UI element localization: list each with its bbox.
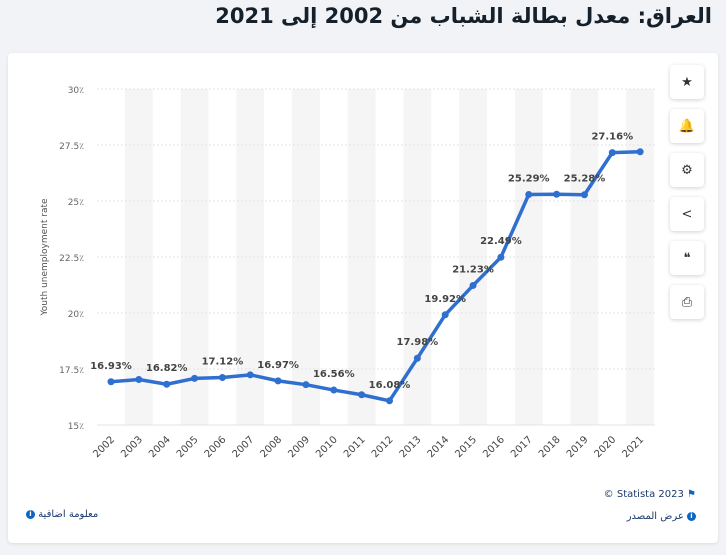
x-tick-label: 2008 (258, 434, 284, 460)
data-point (413, 354, 421, 362)
gear-icon: ⚙ (681, 162, 693, 178)
bell-button[interactable]: 🔔 (670, 109, 704, 143)
data-label: 16.82% (146, 363, 188, 374)
x-tick-label: 2002 (91, 434, 117, 460)
data-point (218, 374, 226, 382)
x-tick-label: 2021 (620, 434, 646, 460)
y-tick-label: 17.5٪ (59, 366, 84, 376)
x-tick-label: 2004 (147, 434, 173, 460)
data-point (302, 381, 310, 389)
data-point (469, 281, 477, 289)
x-tick-label: 2014 (426, 434, 452, 460)
x-tick-label: 2006 (203, 434, 229, 460)
bell-icon: 🔔 (678, 118, 696, 134)
data-point (636, 148, 644, 156)
data-point (135, 376, 143, 384)
x-tick-label: 2012 (370, 434, 396, 460)
star-icon: ★ (681, 74, 693, 90)
y-tick-label: 30٪ (68, 86, 84, 96)
gear-button[interactable]: ⚙ (670, 153, 704, 187)
x-tick-label: 2020 (593, 434, 619, 460)
y-tick-label: 22.5٪ (59, 254, 84, 264)
data-label: 19.92% (424, 294, 466, 305)
data-label: 25.29% (508, 174, 550, 185)
x-tick-label: 2005 (175, 434, 201, 460)
data-point (163, 380, 171, 388)
data-label: 25.28% (564, 174, 606, 185)
data-point (191, 374, 199, 382)
data-label: 27.16% (591, 132, 633, 143)
additional-info-link[interactable]: i معلومة اضافية (26, 509, 98, 520)
data-point (274, 377, 282, 385)
quote-button[interactable]: ❝ (670, 241, 704, 275)
x-tick-label: 2010 (314, 434, 340, 460)
data-label: 16.08% (369, 380, 411, 391)
data-point (246, 371, 254, 379)
data-point (580, 191, 588, 199)
data-label: 22.49% (480, 236, 522, 247)
x-tick-label: 2016 (481, 434, 507, 460)
data-point (497, 253, 505, 261)
star-button[interactable]: ★ (670, 65, 704, 99)
data-label: 17.98% (397, 337, 439, 348)
data-point (608, 149, 616, 157)
data-point (441, 311, 449, 319)
share-icon: < (681, 206, 693, 222)
data-label: 17.12% (202, 357, 244, 368)
x-tick-label: 2003 (119, 434, 145, 460)
x-tick-label: 2019 (565, 434, 591, 460)
data-label: 16.93% (90, 361, 132, 372)
x-tick-label: 2018 (537, 434, 563, 460)
data-point (386, 397, 393, 405)
page-title: العراق: معدل بطالة الشباب من 2002 إلى 20… (215, 4, 712, 28)
print-button[interactable]: ⎙ (670, 285, 704, 319)
x-tick-label: 2013 (398, 434, 424, 460)
data-label: 21.23% (452, 264, 494, 275)
print-icon: ⎙ (681, 294, 693, 310)
data-point (330, 386, 338, 394)
data-label: 16.56% (313, 369, 355, 380)
quote-icon: ❝ (683, 250, 691, 266)
share-button[interactable]: < (670, 197, 704, 231)
data-point (358, 391, 366, 399)
x-tick-label: 2011 (342, 434, 368, 460)
x-tick-label: 2017 (509, 434, 535, 460)
data-label: 16.97% (257, 360, 299, 371)
data-point (107, 378, 115, 386)
y-tick-label: 27.5٪ (59, 142, 84, 152)
source-link[interactable]: i عرض المصدر (627, 511, 696, 522)
x-tick-label: 2007 (231, 434, 257, 460)
data-point (553, 190, 561, 198)
y-axis-label: Youth unemployment rate (40, 198, 50, 317)
y-tick-label: 15٪ (68, 422, 84, 432)
info-icon: i (26, 509, 35, 519)
copyright[interactable]: © Statista 2023 ⚑ (603, 489, 696, 500)
series-line (110, 149, 641, 403)
y-tick-label: 25٪ (68, 198, 84, 208)
y-tick-label: 20٪ (68, 310, 84, 320)
data-point (525, 191, 533, 199)
x-tick-label: 2015 (453, 434, 479, 460)
info-icon: i (687, 511, 696, 521)
x-tick-label: 2009 (286, 434, 312, 460)
flag-icon: ⚑ (687, 489, 696, 500)
